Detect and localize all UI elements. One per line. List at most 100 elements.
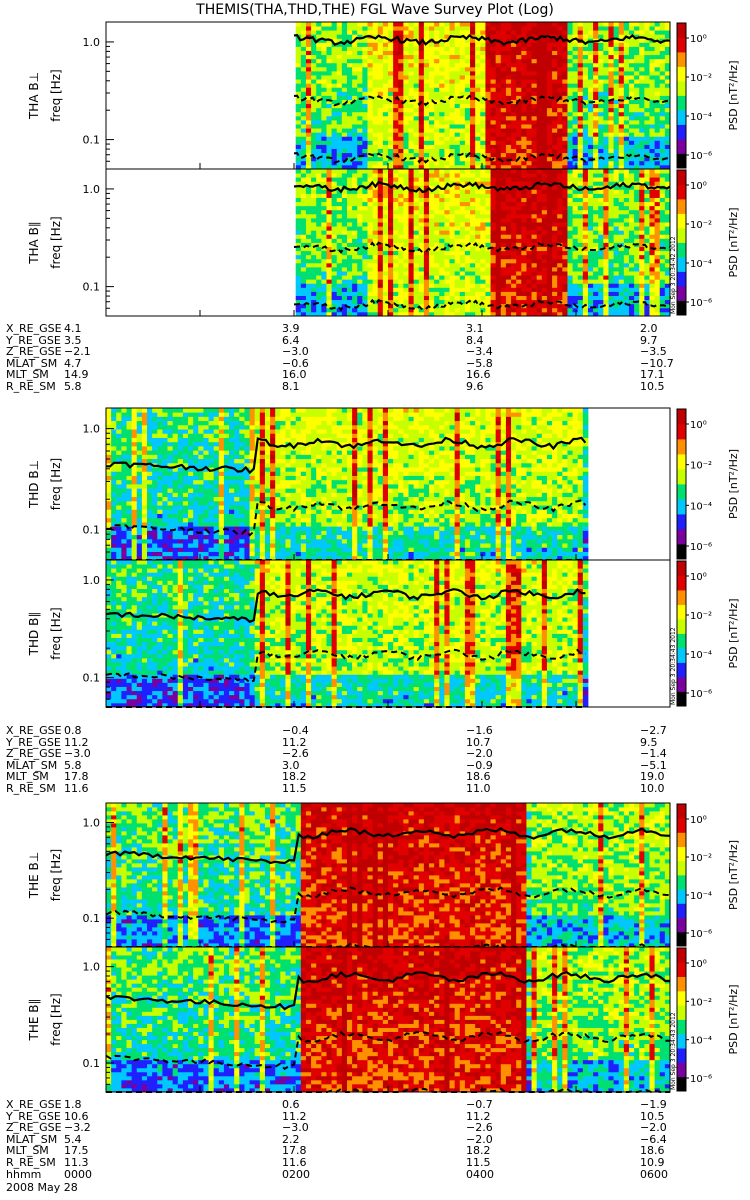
ephemeris-value: 2.0 — [640, 323, 658, 335]
colorbar-tick-label: 10⁻⁶ — [690, 542, 712, 553]
colorbar-tick-label: 10⁻⁴ — [690, 1036, 712, 1047]
ephemeris-value: −0.4 — [282, 725, 309, 737]
ephemeris-row-name: R_RE_SM — [6, 783, 56, 795]
colorbar-tick-label: 10⁻⁶ — [690, 151, 712, 162]
ephemeris-value: 5.8 — [64, 381, 82, 393]
colorbar-tick-label: 10⁻⁶ — [690, 298, 712, 309]
ephemeris-value: 0600 — [640, 1169, 668, 1181]
ylabel-tha_bperp: freq [Hz] — [49, 69, 63, 121]
y-tick-label: 0.1 — [83, 912, 101, 925]
y-tick-label: 0.1 — [83, 1057, 101, 1070]
ephemeris-value: 11.6 — [64, 783, 89, 795]
colorbar-label: PSD [nT²/Hz] — [727, 207, 740, 277]
colorbar-tick-label: 10⁻⁴ — [690, 259, 712, 270]
ylabel-thd_bpar: freq [Hz] — [49, 607, 63, 659]
ephemeris-value: 9.6 — [466, 381, 484, 393]
y-tick-label: 1.0 — [83, 961, 101, 974]
y-tick-label: 1.0 — [83, 423, 101, 436]
ephemeris-value: 3.1 — [466, 323, 484, 335]
ephemeris-row: Y_RE_GSE 10.6 11.2 11.2 10.5 — [0, 1111, 750, 1123]
ephemeris-row: Y_RE_GSE 3.5 6.4 8.4 9.7 — [0, 335, 750, 347]
date-label: 2008 May 28 — [6, 1181, 78, 1194]
panel-label-tha_bpar: THA B∥ — [27, 221, 41, 265]
colorbar-tick-label: 10⁻² — [690, 73, 712, 84]
ephemeris-value: −2.7 — [640, 725, 667, 737]
ephemeris-row: R_RE_SM 11.3 11.6 11.5 10.9 — [0, 1157, 750, 1169]
colorbar-tick-label: 10⁻² — [690, 220, 712, 231]
panel-label-thd_bperp: THD B⊥ — [27, 460, 41, 509]
ephemeris-value: 8.1 — [282, 381, 300, 393]
ephemeris-value: 11.6 — [282, 1157, 307, 1169]
ephemeris-row: R_RE_SM 5.8 8.1 9.6 10.5 — [0, 381, 750, 393]
colorbar-label: PSD [nT²/Hz] — [727, 840, 740, 910]
y-tick-label: 0.1 — [83, 672, 101, 685]
ephemeris-value: 11.5 — [282, 783, 307, 795]
colorbar-tha_bpar: 10⁰ 10⁻² 10⁻⁴ 10⁻⁶ PSD [nT²/Hz] — [677, 170, 740, 315]
ephemeris-row: Z_RE_GSE −3.0 −2.6 −2.0 −1.4 — [0, 748, 750, 760]
colorbar-tick-label: 10⁰ — [690, 572, 707, 583]
ephemeris-row: Z_RE_GSE −3.2 −3.0 −2.6 −2.0 — [0, 1122, 750, 1134]
colorbar-tick-label: 10⁻² — [690, 853, 712, 864]
ephemeris-value: 0.8 — [64, 725, 82, 737]
ephemeris-row: hhmm 0000 0200 0400 0600 — [0, 1169, 750, 1181]
ephemeris-value: −0.7 — [466, 1099, 493, 1111]
y-tick-label: 0.1 — [83, 524, 101, 537]
ephemeris-value: −1.6 — [466, 725, 493, 737]
ephemeris-row-name: X_RE_GSE — [6, 1099, 62, 1111]
y-tick-label: 1.0 — [83, 574, 101, 587]
ephemeris-value: 0400 — [466, 1169, 494, 1181]
ephemeris-value: 4.1 — [64, 323, 82, 335]
ephemeris-row: Y_RE_GSE 11.2 11.2 10.7 9.5 — [0, 737, 750, 749]
ephemeris-row: R_RE_SM 11.6 11.5 11.0 10.0 — [0, 783, 750, 795]
ephemeris-row: MLAT_SM 5.8 3.0 −0.9 −5.1 — [0, 760, 750, 772]
colorbar-tick-label: 10⁻⁴ — [690, 891, 712, 902]
y-tick-label: 0.1 — [83, 134, 101, 147]
panel-label-thd_bpar: THD B∥ — [27, 612, 41, 657]
y-tick-label: 1.0 — [83, 817, 101, 830]
ephemeris-value: 10.9 — [640, 1157, 665, 1169]
colorbar-tick-label: 10⁰ — [690, 815, 707, 826]
ephemeris-value: 0200 — [282, 1169, 310, 1181]
ephemeris-row: X_RE_GSE 4.1 3.9 3.1 2.0 — [0, 323, 750, 335]
y-tick-label: 1.0 — [83, 36, 101, 49]
colorbar-label: PSD [nT²/Hz] — [727, 60, 740, 130]
ephemeris-value: 11.3 — [64, 1157, 89, 1169]
colorbar-tick-label: 10⁻⁶ — [690, 1074, 712, 1085]
ylabel-tha_bpar: freq [Hz] — [49, 216, 63, 268]
spectrogram-the_bpar — [106, 947, 670, 1092]
ylabel-the_bpar: freq [Hz] — [49, 993, 63, 1045]
ephemeris-value: 0.6 — [282, 1099, 300, 1111]
ephemeris-row: MLAT_SM 4.7 −0.6 −5.8 −10.7 — [0, 358, 750, 370]
colorbar-tick-label: 10⁰ — [690, 959, 707, 970]
timestamp-stamp: Mon Sep 3 20:34:43 2012 — [670, 627, 677, 705]
ylabel-the_bperp: freq [Hz] — [49, 849, 63, 901]
ephemeris-value: 11.5 — [466, 1157, 491, 1169]
colorbar-tick-label: 10⁻² — [690, 461, 712, 472]
spectrogram-tha_bpar — [296, 169, 671, 316]
ephemeris-row: X_RE_GSE 1.8 0.6 −0.7 −1.9 — [0, 1099, 750, 1111]
ephemeris-value: 11.0 — [466, 783, 491, 795]
ephemeris-row: MLT_SM 14.9 16.0 16.6 17.1 — [0, 369, 750, 381]
colorbar-tick-label: 10⁰ — [690, 181, 707, 192]
colorbar-tick-label: 10⁻⁴ — [690, 650, 712, 661]
panel-label-the_bpar: THE B∥ — [27, 999, 41, 1042]
colorbar-tick-label: 10⁰ — [690, 34, 707, 45]
spectrogram-thd_bpar — [106, 560, 588, 707]
panel-label-the_bperp: THE B⊥ — [27, 852, 41, 899]
ephemeris-value: 10.0 — [640, 783, 665, 795]
ephemeris-row: X_RE_GSE 0.8 −0.4 −1.6 −2.7 — [0, 725, 750, 737]
ephemeris-row-name: X_RE_GSE — [6, 725, 62, 737]
colorbar-tick-label: 10⁻² — [690, 997, 712, 1008]
ephemeris-value: 3.9 — [282, 323, 300, 335]
ephemeris-row: MLT_SM 17.8 18.2 18.6 19.0 — [0, 771, 750, 783]
y-tick-label: 0.1 — [83, 281, 101, 294]
